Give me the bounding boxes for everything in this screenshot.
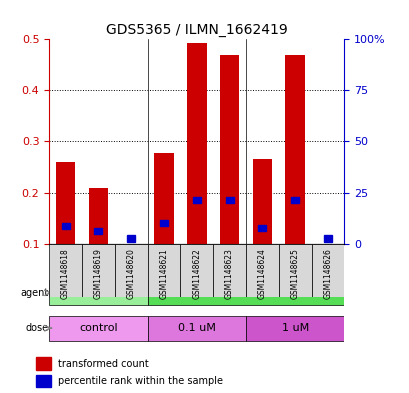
Text: dose: dose	[25, 323, 48, 333]
Text: GSM1148619: GSM1148619	[94, 248, 103, 299]
Bar	[285, 55, 304, 244]
Bar	[213, 244, 245, 297]
Bar	[82, 244, 115, 297]
Text: GSM1148623: GSM1148623	[225, 248, 234, 299]
Text: GSM1148621: GSM1148621	[159, 248, 168, 299]
Bar	[56, 162, 75, 244]
Bar	[61, 223, 70, 229]
Bar	[225, 197, 233, 203]
Text: 0.1 uM: 0.1 uM	[178, 323, 215, 333]
Text: GSM1148625: GSM1148625	[290, 248, 299, 299]
Text: GSM1148624: GSM1148624	[257, 248, 266, 299]
Bar	[323, 235, 331, 242]
Title: GDS5365 / ILMN_1662419: GDS5365 / ILMN_1662419	[106, 23, 287, 37]
Bar	[245, 244, 278, 297]
Text: GSM1148622: GSM1148622	[192, 248, 201, 299]
Bar	[49, 281, 147, 305]
Bar	[147, 316, 245, 340]
Text: transformed count: transformed count	[58, 358, 148, 369]
Bar	[36, 357, 51, 369]
Bar	[290, 197, 299, 203]
Bar	[258, 225, 266, 231]
Bar	[115, 244, 147, 297]
Text: GSM1148626: GSM1148626	[323, 248, 332, 299]
Text: I-BET726: I-BET726	[221, 288, 270, 298]
Text: agent: agent	[20, 288, 48, 298]
Text: GSM1148620: GSM1148620	[126, 248, 135, 299]
Bar	[49, 316, 147, 340]
Bar	[180, 244, 213, 297]
Bar	[219, 55, 239, 244]
Text: 1 uM: 1 uM	[281, 323, 308, 333]
Bar	[127, 235, 135, 242]
Bar	[192, 197, 200, 203]
Bar	[252, 159, 272, 244]
Text: vehicle: vehicle	[78, 288, 118, 298]
Bar	[147, 244, 180, 297]
Bar	[187, 43, 206, 244]
Bar	[36, 375, 51, 387]
Text: control: control	[79, 323, 117, 333]
Bar	[49, 244, 82, 297]
Bar	[94, 228, 102, 234]
Bar	[154, 153, 173, 244]
Bar	[88, 189, 108, 244]
Bar	[278, 244, 311, 297]
Bar	[311, 244, 344, 297]
Bar	[147, 281, 344, 305]
Text: GSM1148618: GSM1148618	[61, 248, 70, 299]
Bar	[160, 220, 168, 226]
Bar	[245, 316, 344, 340]
Text: percentile rank within the sample: percentile rank within the sample	[58, 376, 222, 386]
